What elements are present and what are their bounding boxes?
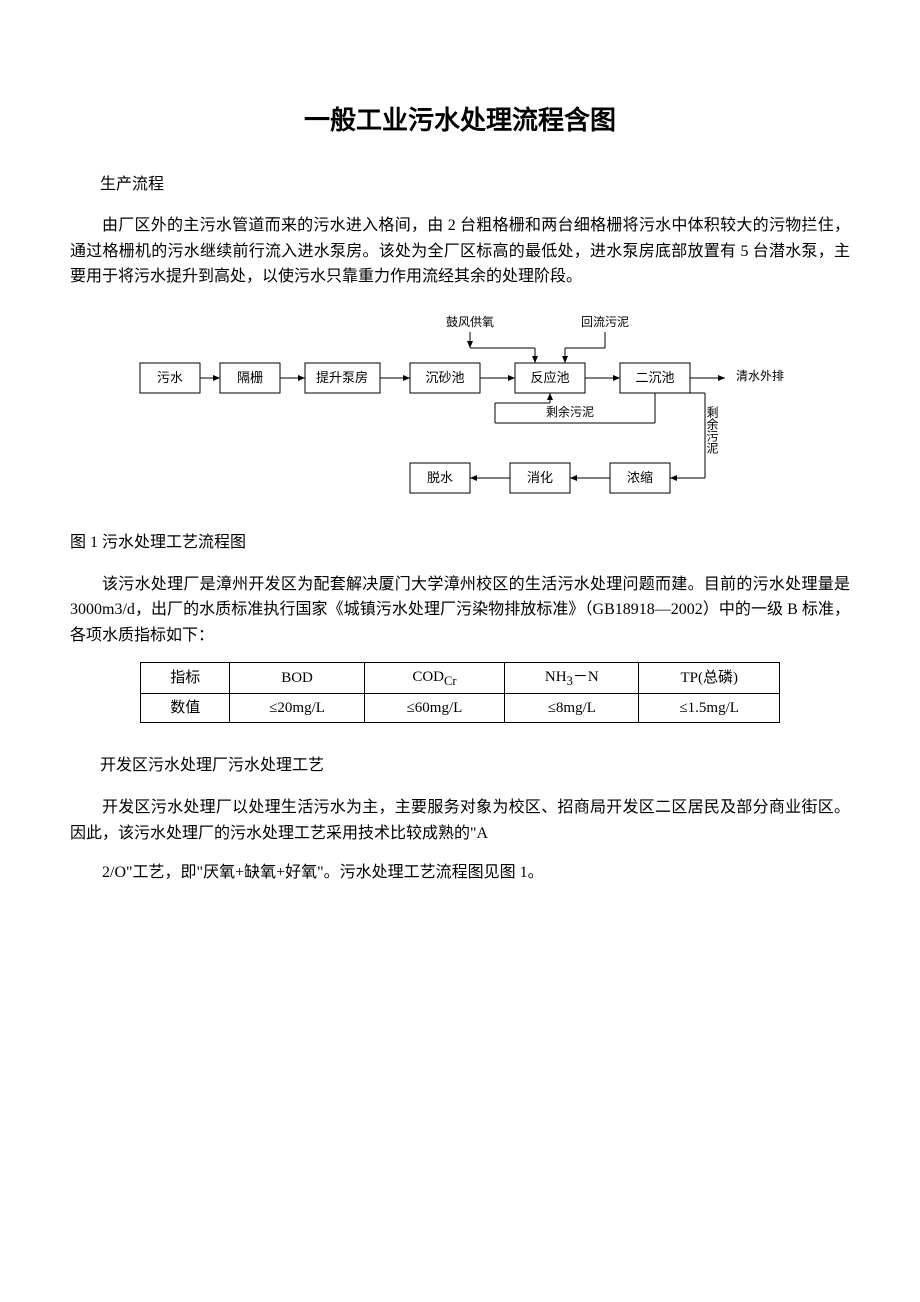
- paragraph-3: 开发区污水处理厂以处理生活污水为主，主要服务对象为校区、招商局开发区二区居民及部…: [70, 795, 850, 846]
- table-row: 数值 ≤20mg/L ≤60mg/L ≤8mg/L ≤1.5mg/L: [141, 694, 780, 723]
- th-cod: CODCr: [364, 663, 505, 694]
- th-nh3n: NH3－N: [505, 663, 639, 694]
- th-tp: TP(总磷): [639, 663, 780, 694]
- td-nh3n: ≤8mg/L: [505, 694, 639, 723]
- th-metric: 指标: [141, 663, 230, 694]
- standards-table: 指标 BOD CODCr NH3－N TP(总磷) 数值 ≤20mg/L ≤60…: [140, 662, 780, 723]
- node-secondary: 二沉池: [635, 370, 674, 385]
- flowchart-svg: 鼓风供氧 回流污泥 污水 隔栅 提升泵房 沉砂池 反应池 二沉池 清水外排: [110, 308, 810, 518]
- td-tp: ≤1.5mg/L: [639, 694, 780, 723]
- page-title: 一般工业污水处理流程含图: [70, 100, 850, 142]
- section-heading-process: 开发区污水处理厂污水处理工艺: [100, 753, 850, 779]
- flowchart-container: 鼓风供氧 回流污泥 污水 隔栅 提升泵房 沉砂池 反应池 二沉池 清水外排: [70, 308, 850, 518]
- th-bod: BOD: [230, 663, 364, 694]
- node-reaction: 反应池: [530, 370, 569, 385]
- td-bod: ≤20mg/L: [230, 694, 364, 723]
- paragraph-4: 2/O"工艺，即"厌氧+缺氧+好氧"。污水处理工艺流程图见图 1。: [70, 860, 850, 886]
- node-thicken: 浓缩: [627, 470, 653, 485]
- node-screen: 隔栅: [237, 370, 263, 385]
- node-pump: 提升泵房: [316, 370, 368, 385]
- section-heading-production: 生产流程: [100, 172, 850, 198]
- node-grit: 沉砂池: [425, 370, 464, 385]
- node-dewater: 脱水: [427, 470, 453, 485]
- flow-label-return-sludge: 回流污泥: [581, 315, 629, 329]
- paragraph-2: 该污水处理厂是漳州开发区为配套解决厦门大学漳州校区的生活污水处理问题而建。目前的…: [70, 572, 850, 649]
- flow-label-surplus-vertical: 剩余污泥: [705, 406, 719, 454]
- td-cod: ≤60mg/L: [364, 694, 505, 723]
- table-row: 指标 BOD CODCr NH3－N TP(总磷): [141, 663, 780, 694]
- td-label: 数值: [141, 694, 230, 723]
- flow-label-surplus: 剩余污泥: [546, 404, 594, 419]
- paragraph-1: 由厂区外的主污水管道而来的污水进入格间，由 2 台粗格栅和两台细格栅将污水中体积…: [70, 213, 850, 290]
- node-sewage: 污水: [157, 370, 183, 385]
- node-digest: 消化: [527, 470, 553, 485]
- figure-caption: 图 1 污水处理工艺流程图: [70, 530, 850, 556]
- flow-label-outlet: 清水外排: [736, 369, 784, 383]
- flow-label-blower: 鼓风供氧: [446, 315, 494, 329]
